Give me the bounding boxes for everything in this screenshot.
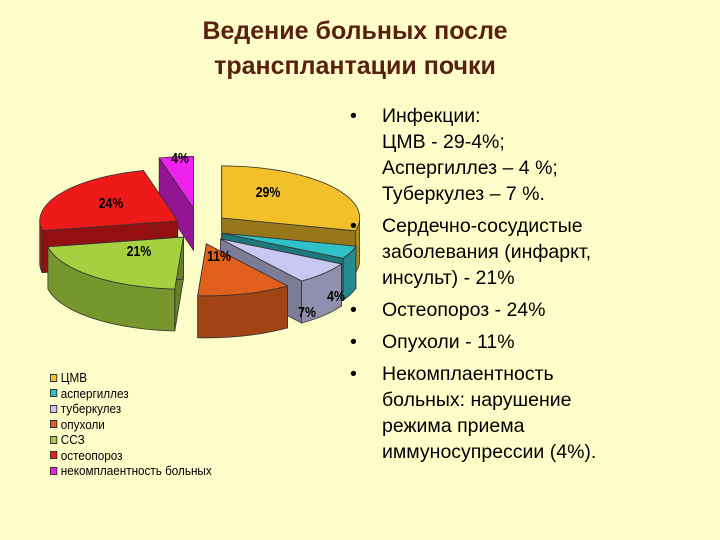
bullet-text: Некомплаентность больных: нарушение режима… (382, 361, 718, 465)
bullet-dot: • (350, 215, 357, 237)
bullet-line: инсульт) - 21% (382, 267, 515, 289)
bullet-text: Остеопороз - 24% (382, 297, 718, 323)
bullet-item-2: • Сердечно-сосудистые заболевания (инфаркт… (350, 213, 718, 291)
pie-slice-top (220, 238, 343, 282)
bullet-text: Опухоли - 11% (382, 329, 718, 355)
pie-slice-top (197, 243, 289, 297)
slice-label-7: 4% (171, 150, 189, 166)
slice-label-2: 4% (327, 288, 345, 304)
legend-item-4: опухоли (50, 417, 212, 433)
bullet-text: Сердечно-сосудистые заболевания (инфаркт,… (382, 213, 718, 291)
pie-slice-top (221, 165, 360, 232)
bullet-line: Некомплаентность (382, 363, 554, 385)
legend-swatch (50, 404, 58, 413)
legend-swatch (50, 451, 58, 460)
bullet-dot: • (350, 299, 357, 321)
legend-item-7: некомплаентность больных (50, 463, 212, 479)
legend-item-3: туберкулез (50, 401, 212, 417)
bullet-dot: • (350, 363, 357, 385)
bullet-line: ЦМВ - 29-4%; (382, 131, 505, 153)
legend-label: ЦМВ (60, 370, 88, 385)
legend-swatch (50, 466, 58, 475)
bullet-text: Инфекции: ЦМВ - 29-4%; Аспергиллез – 4 %; Т… (382, 103, 718, 207)
pie-slice-top (47, 236, 184, 290)
pie-chart: 29% 4% 7% 11% 21% 24% 4% (39, 150, 360, 339)
title-line-1: Ведение больных после (202, 17, 508, 45)
legend-label: остеопороз (60, 447, 123, 463)
legend-swatch (50, 420, 58, 429)
slice-label-5: 21% (127, 243, 152, 259)
bullet-dot: • (350, 105, 357, 127)
legend-swatch (50, 373, 58, 382)
legend-label: некомплаентность больных (60, 463, 212, 478)
bullet-line: иммуносупрессии (4%). (382, 441, 597, 463)
bullet-dot: • (350, 331, 357, 353)
bullet-list: • Инфекции: ЦМВ - 29-4%; Аспергиллез – 4 %;… (350, 103, 718, 471)
legend-swatch (50, 389, 58, 398)
bullet-item-3: • Остеопороз - 24% (350, 297, 718, 323)
legend-label: опухоли (60, 416, 105, 432)
pie-slice-5 (47, 236, 184, 332)
pie-slice-4 (197, 243, 289, 339)
bullet-line: заболевания (инфаркт, (382, 241, 592, 263)
title-line-2: трансплантации почки (214, 52, 496, 80)
slice-label-4: 11% (207, 248, 231, 264)
bullet-item-4: • Опухоли - 11% (350, 329, 718, 355)
bullet-line: больных: нарушение (382, 389, 572, 411)
bullet-line: Инфекции: (382, 105, 481, 127)
legend-swatch (50, 435, 58, 444)
legend-item-5: ССЗ (50, 432, 212, 448)
bullet-line: режима приема (382, 415, 525, 437)
slide-title: Ведение больных после трансплантации поч… (120, 14, 590, 84)
bullet-line: Опухоли - 11% (382, 331, 515, 353)
legend-item-2: аспергиллез (50, 386, 212, 402)
slice-label-1: 29% (256, 184, 281, 200)
pie-slice-top (158, 155, 194, 210)
slice-label-6: 24% (99, 195, 124, 211)
bullet-item-5: • Некомплаентность больных: нарушение режим… (350, 361, 718, 465)
chart-legend: ЦМВ аспергиллез туберкулез опухоли ССЗ остеоп… (50, 370, 230, 479)
legend-label: ССЗ (60, 432, 85, 447)
bullet-item-1: • Инфекции: ЦМВ - 29-4%; Аспергиллез – 4 %;… (350, 103, 718, 207)
legend-label: аспергиллез (60, 385, 129, 401)
bullet-line: Аспергиллез – 4 %; (382, 157, 558, 179)
bullet-line: Туберкулез – 7 %. (382, 183, 545, 205)
pie-slice-top (222, 232, 357, 259)
bullet-line: Сердечно-сосудистые (382, 215, 583, 237)
bullet-line: Остеопороз - 24% (382, 299, 546, 321)
legend-label: туберкулез (60, 401, 122, 416)
slice-label-3: 7% (298, 304, 316, 320)
pie-slice-7 (158, 155, 194, 252)
legend-item-1: ЦМВ (50, 370, 212, 386)
pie-slice-top (39, 170, 179, 232)
legend-item-6: остеопороз (50, 448, 212, 464)
